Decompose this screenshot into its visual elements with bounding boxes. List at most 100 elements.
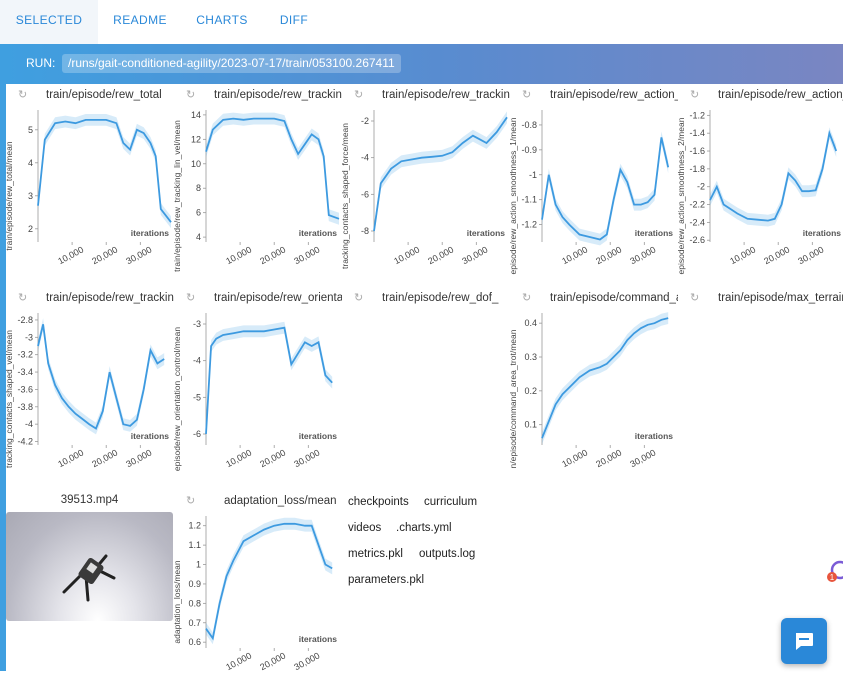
y-tick-label: -4	[193, 356, 201, 366]
y-tick-label: -0.8	[521, 120, 537, 130]
y-tick-label: -2.8	[17, 315, 33, 325]
series-band	[374, 111, 507, 237]
y-tick-label: 8	[196, 183, 201, 193]
refresh-icon[interactable]: ↻	[690, 292, 700, 304]
y-tick-label: 5	[28, 125, 33, 135]
y-tick-label: 0.1	[524, 420, 537, 430]
y-tick-label: 14	[191, 110, 201, 120]
refresh-icon[interactable]: ↻	[186, 495, 196, 507]
x-tick-label: 10,000	[560, 244, 589, 266]
x-tick-label: 10,000	[224, 244, 253, 266]
refresh-icon[interactable]: ↻	[522, 292, 532, 304]
y-tick-label: -6	[361, 189, 369, 199]
refresh-icon[interactable]: ↻	[186, 292, 196, 304]
y-tick-label: -2.6	[689, 235, 705, 245]
chart-title-row: ↻ train/episode/rew_tracking_contacts_sha…	[342, 86, 510, 104]
x-axis-label: iterations	[131, 431, 170, 441]
file-charts-yml[interactable]: .charts.yml	[396, 522, 452, 534]
y-tick-label: 0.8	[188, 598, 201, 608]
y-tick-label: 2	[28, 224, 33, 234]
chart-svg: 2 3 4 5 10,000 20,000 30,000 iterations train/ep…	[6, 110, 172, 266]
chart-panel[interactable]: ↻ train/episode/rew_action_smoothness_2 -2…	[678, 86, 843, 281]
chart-panel[interactable]: ↻ train/episode/rew_orientation_control -6…	[174, 289, 342, 484]
chart-panel[interactable]: ↻train/episode/command_area_trot0.10.20.…	[510, 289, 678, 484]
chart-title: train/episode/rew_tracking_contacts_shap…	[382, 89, 510, 101]
refresh-icon[interactable]: ↻	[690, 89, 700, 101]
y-tick-label: -8	[361, 226, 369, 236]
chart-title: train/episode/rew_tracking_contacts_shap…	[46, 292, 174, 304]
x-tick-label: 30,000	[460, 244, 489, 266]
chart-title-row: ↻ train/episode/max_terrain	[678, 289, 843, 307]
chart-title: train/episode/rew_dof_	[382, 292, 499, 304]
y-tick-label: -1.1	[521, 195, 537, 205]
refresh-icon[interactable]: ↻	[186, 89, 196, 101]
x-tick-label: 10,000	[224, 650, 253, 672]
y-axis-label: train/episode/rew_total/mean	[6, 141, 14, 250]
chart-title-row: ↻ train/episode/rew_tracking_contacts_sha…	[6, 289, 174, 307]
video-player[interactable]	[6, 512, 173, 621]
chart-panel[interactable]: ↻ train/episode/rew_tracking_contacts_sha…	[6, 289, 174, 484]
run-label: RUN:	[26, 56, 56, 70]
y-tick-label: 6	[196, 208, 201, 218]
x-axis-label: iterations	[803, 228, 842, 238]
refresh-icon[interactable]: ↻	[18, 292, 28, 304]
tab-selected[interactable]: SELECTED	[0, 0, 98, 44]
y-tick-label: -4.2	[17, 437, 33, 447]
y-tick-label: 0.3	[524, 352, 537, 362]
chart-title: train/episode/rew_total	[46, 89, 162, 101]
y-tick-label: -0.9	[521, 145, 537, 155]
y-axis-label: adaptation_loss/mean	[174, 560, 182, 643]
y-tick-label: -6	[193, 429, 201, 439]
file-metrics-pkl[interactable]: metrics.pkl	[348, 548, 403, 560]
file-videos[interactable]: videos	[348, 522, 382, 534]
x-tick-label: 10,000	[56, 447, 85, 469]
tab-charts[interactable]: CHARTS	[196, 13, 248, 27]
y-tick-label: -1.2	[521, 220, 537, 230]
chart-svg: -8 -6 -4 -2 10,000 20,000 30,000 iterations trac…	[342, 110, 508, 269]
y-axis-label: tracking_contacts_shaped_vel/mean	[6, 330, 14, 468]
series-line	[37, 119, 172, 223]
y-tick-label: -1.8	[689, 164, 705, 174]
chat-button[interactable]	[781, 618, 827, 664]
x-tick-label: 20,000	[258, 650, 287, 672]
y-tick-label: 3	[28, 191, 33, 201]
y-tick-label: 0.4	[524, 318, 537, 328]
run-path[interactable]: /runs/gait-conditioned-agility/2023-07-1…	[62, 54, 401, 73]
chart-panel[interactable]: ↻ train/episode/rew_action_smoothness_1 -1…	[510, 86, 678, 281]
x-tick-label: 10,000	[56, 244, 85, 266]
chart-title: train/episode/rew_action_smoothness_1	[550, 89, 678, 101]
assistant-side-icon[interactable]: 1	[826, 560, 843, 584]
tab-diff[interactable]: DIFF	[279, 13, 309, 27]
x-tick-label: 30,000	[628, 447, 657, 469]
y-axis-label: n/episode/command_area_trot/mean	[510, 329, 518, 468]
x-tick-label: 20,000	[90, 244, 119, 266]
x-tick-label: 20,000	[594, 244, 623, 266]
file-checkpoints[interactable]: checkpoints	[348, 496, 409, 508]
series-line	[205, 326, 333, 435]
chart-panel[interactable]: ↻ train/episode/rew_tracking_lin_vel 4 6 8 10…	[174, 86, 342, 281]
refresh-icon[interactable]: ↻	[354, 292, 364, 304]
chart-title: train/episode/rew_tracking_lin_vel	[214, 89, 342, 101]
chart-panel[interactable]: ↻ train/episode/rew_tracking_contacts_sha…	[342, 86, 510, 281]
x-tick-label: 10,000	[728, 244, 757, 266]
refresh-icon[interactable]: ↻	[522, 89, 532, 101]
refresh-icon[interactable]: ↻	[18, 89, 28, 101]
series-band	[710, 127, 837, 227]
file-curriculum[interactable]: curriculum	[424, 496, 478, 508]
file-outputs-log[interactable]: outputs.log	[419, 548, 476, 560]
refresh-icon[interactable]: ↻	[354, 89, 364, 101]
series-line	[541, 317, 669, 439]
file-parameters-pkl[interactable]: parameters.pkl	[348, 574, 425, 586]
chart-panel[interactable]: ↻ adaptation_loss/mean 0.6 0.7 0.8 0.9 1 1.1 1.2…	[174, 492, 342, 687]
series-band	[206, 321, 333, 440]
y-tick-label: -3	[193, 319, 201, 329]
chart-panel[interactable]: ↻ train/episode/max_terrain	[678, 289, 843, 484]
chart-title-row: ↻ train/episode/rew_orientation_control	[174, 289, 342, 307]
series-line	[709, 129, 838, 222]
x-tick-label: 20,000	[90, 447, 119, 469]
chart-panel[interactable]: ↻ train/episode/rew_total 2 3 4 5 10,000 20,000…	[6, 86, 174, 281]
chart-panel[interactable]: ↻ train/episode/rew_dof_	[342, 289, 510, 484]
tab-readme[interactable]: README	[113, 13, 167, 27]
y-tick-label: 0.9	[188, 579, 201, 589]
series-band	[206, 517, 333, 645]
